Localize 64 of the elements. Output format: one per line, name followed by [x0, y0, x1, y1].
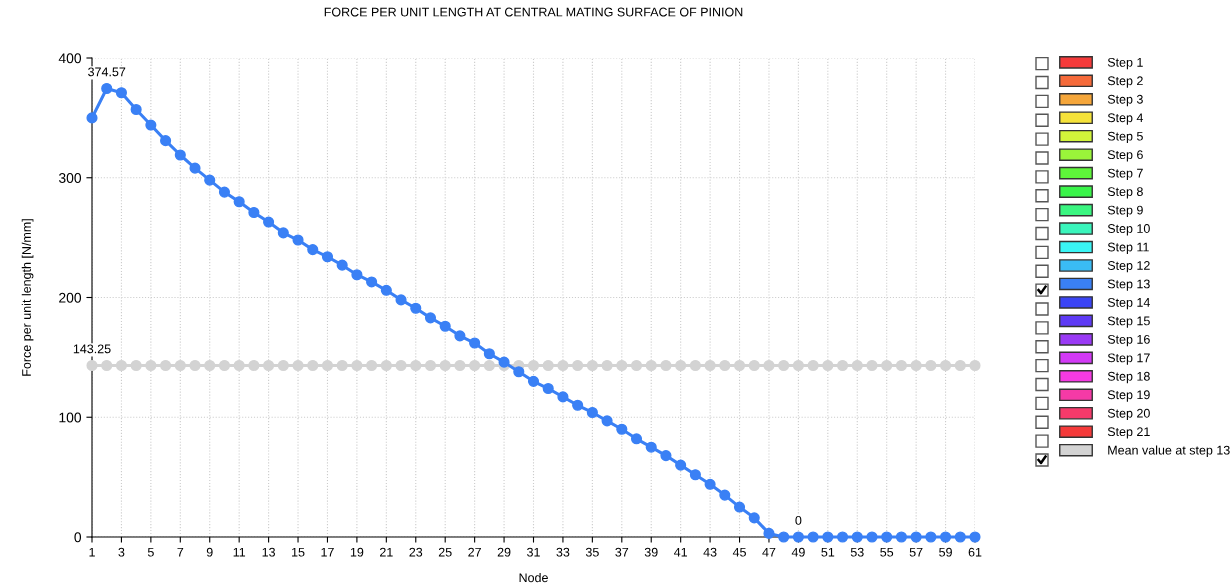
- y-tick-label: 0: [74, 532, 82, 543]
- x-tick-label: 17: [321, 547, 334, 557]
- x-tick-label: 33: [556, 547, 570, 557]
- x-tick-label: 21: [380, 547, 393, 557]
- chart-title: FORCE PER UNIT LENGTH AT CENTRAL MATING SURFACE OF PINION: [324, 7, 743, 17]
- x-tick-label: 29: [497, 547, 511, 557]
- y-tick-label: 400: [58, 53, 82, 64]
- x-tick-label: 1: [89, 547, 95, 557]
- legend-label: Step 9: [1107, 205, 1143, 217]
- legend-label: Step 7: [1107, 168, 1143, 181]
- legend-label: Step 8: [1107, 187, 1143, 199]
- x-tick-label: 61: [968, 547, 982, 557]
- x-tick-label: 51: [821, 547, 835, 557]
- legend-label: Step 13: [1107, 279, 1150, 291]
- y-axis-title: Force per unit length [N/mm]: [21, 219, 34, 376]
- x-tick-label: 5: [147, 547, 154, 557]
- legend-label: Step 14: [1107, 297, 1150, 310]
- legend-label: Step 4: [1107, 113, 1144, 125]
- x-tick-label: 13: [262, 547, 275, 557]
- x-tick-label: 15: [292, 547, 305, 557]
- x-tick-label: 53: [850, 547, 864, 557]
- legend-label: Step 11: [1107, 242, 1149, 254]
- x-tick-label: 7: [177, 547, 184, 557]
- legend-label: Step 17: [1107, 353, 1150, 365]
- annotation: 374.57: [88, 67, 126, 77]
- x-tick-label: 25: [438, 547, 452, 557]
- legend-label: Step 19: [1107, 390, 1150, 402]
- x-tick-label: 49: [791, 547, 805, 557]
- x-tick-label: 37: [615, 547, 629, 557]
- x-tick-label: 41: [674, 547, 688, 557]
- legend-label: Step 12: [1107, 261, 1150, 273]
- annotation: 143.25: [73, 344, 111, 354]
- x-tick-label: 57: [909, 547, 923, 557]
- legend-label: Step 21: [1107, 427, 1150, 439]
- legend-label: Step 1: [1107, 57, 1143, 70]
- x-tick-label: 11: [233, 547, 246, 557]
- y-tick-label: 200: [59, 292, 82, 303]
- y-tick-label: 300: [58, 173, 82, 183]
- legend-label: Step 10: [1107, 224, 1150, 236]
- x-tick-label: 39: [644, 547, 658, 557]
- x-tick-label: 55: [880, 547, 894, 557]
- x-tick-label: 47: [762, 547, 776, 557]
- legend-label: Step 5: [1107, 131, 1143, 144]
- x-tick-label: 59: [939, 547, 952, 557]
- legend-label: Step 6: [1107, 150, 1143, 162]
- x-tick-label: 23: [409, 547, 423, 557]
- y-tick-label: 100: [59, 412, 82, 423]
- legend-label: Mean value at step 13: [1108, 445, 1230, 458]
- legend-label: Step 20: [1107, 408, 1150, 421]
- legend-label: Step 3: [1107, 94, 1143, 107]
- legend-label: Step 2: [1107, 76, 1143, 88]
- x-tick-label: 3: [118, 547, 125, 557]
- x-tick-label: 9: [206, 547, 213, 557]
- x-axis-title: Node: [519, 572, 548, 583]
- x-tick-label: 43: [703, 547, 717, 557]
- x-tick-label: 45: [732, 547, 746, 557]
- x-tick-label: 35: [585, 547, 599, 557]
- legend-label: Step 16: [1107, 334, 1150, 347]
- x-tick-label: 31: [527, 547, 540, 557]
- x-tick-label: 27: [468, 547, 481, 557]
- legend-label: Step 18: [1107, 371, 1150, 384]
- annotation: 0: [795, 515, 802, 525]
- x-tick-label: 19: [350, 547, 364, 557]
- legend-label: Step 15: [1107, 316, 1150, 328]
